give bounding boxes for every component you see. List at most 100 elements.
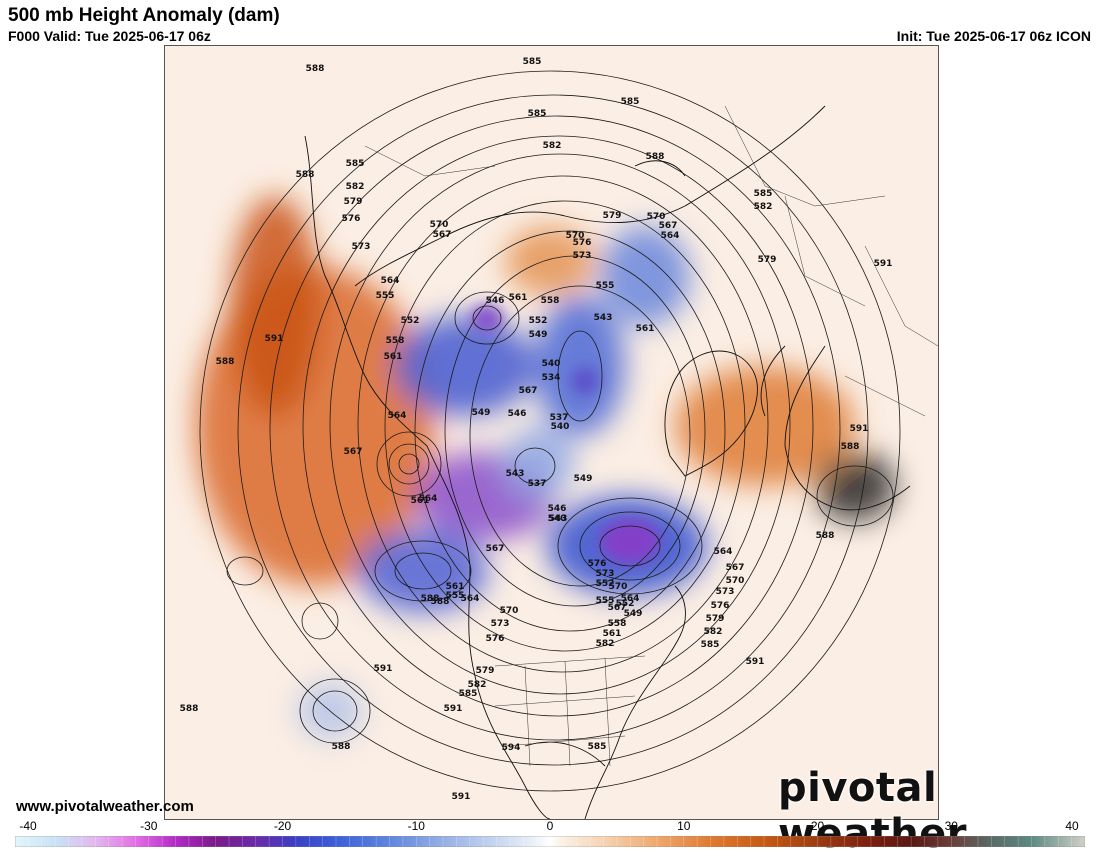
contour-label: 549 [529, 330, 548, 340]
contour-label: 537 [528, 479, 547, 489]
contour-label: 585 [701, 640, 720, 650]
contour-label: 561 [636, 324, 655, 334]
contour-label: 546 [508, 409, 527, 419]
contour-line [599, 525, 661, 567]
colorbar-tick-label: -10 [407, 819, 425, 833]
contour-line [557, 330, 603, 422]
contour-label: 585 [588, 742, 607, 752]
colorbar [15, 836, 1085, 847]
contour-label: 585 [523, 57, 542, 67]
contour-label: 558 [386, 336, 405, 346]
contour-label: 561 [384, 352, 403, 362]
anomaly-map: 588 585 585 585 582 588 588 585 582 579 576 573 570 5… [164, 45, 939, 820]
contour-label: 585 [621, 97, 640, 107]
contour-line [388, 443, 430, 485]
contour-label: 567 [659, 221, 678, 231]
contour-label: 585 [754, 189, 773, 199]
contour-label: 543 [549, 514, 568, 524]
contour-label: 540 [551, 422, 570, 432]
political-borders [364, 105, 938, 767]
contour-line [376, 431, 442, 497]
contour-label: 567 [344, 447, 363, 457]
border-line [604, 657, 611, 767]
border-line [564, 660, 571, 767]
border-line [864, 245, 938, 347]
contour-label: 570 [609, 582, 628, 592]
contour-label: 549 [624, 609, 643, 619]
valid-time: F000 Valid: Tue 2025-06-17 06z [8, 28, 211, 44]
contour-label: 594 [502, 743, 521, 753]
contour-label: 576 [588, 559, 607, 569]
contour-line [226, 556, 264, 586]
contour-label: 585 [528, 109, 547, 119]
contour-label: 585 [346, 159, 365, 169]
colorbar-tick-label: -30 [140, 819, 158, 833]
contour-label: 582 [704, 627, 723, 637]
border-line [494, 695, 636, 707]
contour-line [414, 230, 726, 632]
anomaly-neg-central-siberia [535, 296, 625, 436]
anomaly-neg-east-atlantic [815, 451, 895, 521]
contour-label: 564 [419, 494, 438, 504]
contour-label: 591 [452, 792, 471, 802]
contour-label: 561 [603, 629, 622, 639]
contour-label: 543 [594, 313, 613, 323]
contour-label: 579 [706, 614, 725, 624]
contour-label: 591 [746, 657, 765, 667]
contour-label: 555 [596, 596, 615, 606]
contour-label: 564 [388, 411, 407, 421]
contour-label: 561 [446, 582, 465, 592]
colorbar-tick-label: -40 [19, 819, 37, 833]
contour-label: 552 [616, 599, 635, 609]
contour-label: 570 [500, 606, 519, 616]
contour-line [237, 94, 869, 766]
contour-label: 588 [296, 170, 315, 180]
init-time: Init: Tue 2025-06-17 06z ICON [896, 28, 1091, 44]
contour-label: 552 [596, 579, 615, 589]
contour-label: 570 [647, 212, 666, 222]
contour-label: 567 [726, 563, 745, 573]
contour-line [357, 175, 769, 673]
border-line [784, 195, 866, 307]
border-line [844, 375, 926, 417]
contour-label: 561 [509, 293, 528, 303]
contour-label: 570 [566, 231, 585, 241]
anomaly-core-siberia [471, 304, 503, 332]
website-url[interactable]: www.pivotalweather.com [16, 798, 194, 815]
border-line [504, 735, 626, 747]
anomaly-neg-kara-sea [600, 226, 690, 326]
contour-line [302, 135, 814, 717]
contour-line [444, 255, 706, 607]
contour-line [394, 552, 452, 590]
colorbar-tick-label: 10 [677, 819, 691, 833]
anomaly-neg-east-siberia [395, 316, 535, 416]
contour-label: 591 [374, 664, 393, 674]
contour-label: 534 [542, 373, 561, 383]
coastline-eurasia [354, 105, 826, 287]
contour-label: 555 [446, 591, 465, 601]
contour-line [301, 602, 339, 640]
colorbar-tick-label: -20 [273, 819, 292, 833]
contour-label: 558 [541, 296, 560, 306]
anomaly-pos-alaska-coast [230, 196, 320, 416]
anomaly-pos-arctic [505, 226, 595, 296]
contour-line [398, 453, 420, 475]
coastline-east-north-america [584, 585, 686, 819]
contour-label: 591 [850, 424, 869, 434]
contour-label: 588 [816, 531, 835, 541]
contour-label: 573 [491, 619, 510, 629]
contour-label: 588 [332, 742, 351, 752]
contour-label: 573 [573, 251, 592, 261]
contour-line [454, 291, 520, 345]
anomaly-neg-nw-pacific [358, 529, 488, 613]
contour-label: 582 [596, 639, 615, 649]
coastline-arctic-islands [634, 160, 686, 177]
contour-line [312, 690, 358, 732]
contour-label: 552 [529, 316, 548, 326]
colorbar-tick-label: 30 [944, 819, 958, 833]
contour-label: 540 [548, 514, 567, 524]
contour-label: 564 [621, 594, 640, 604]
contour-label: 573 [596, 569, 615, 579]
contour-label: 576 [573, 238, 592, 248]
contour-label: 555 [596, 281, 615, 291]
